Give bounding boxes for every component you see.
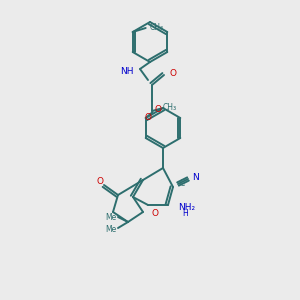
Text: CH₃: CH₃ bbox=[150, 22, 164, 32]
Text: NH: NH bbox=[121, 68, 134, 76]
Text: Me: Me bbox=[105, 214, 116, 223]
Text: NH₂: NH₂ bbox=[178, 202, 195, 211]
Text: O: O bbox=[145, 112, 152, 122]
Text: Me: Me bbox=[105, 226, 116, 235]
Text: O: O bbox=[169, 68, 176, 77]
Text: O: O bbox=[97, 176, 104, 185]
Text: O: O bbox=[155, 106, 162, 115]
Text: CH₃: CH₃ bbox=[163, 103, 177, 112]
Text: H: H bbox=[182, 209, 188, 218]
Text: N: N bbox=[192, 172, 199, 182]
Text: C: C bbox=[180, 178, 185, 188]
Text: O: O bbox=[152, 208, 159, 217]
